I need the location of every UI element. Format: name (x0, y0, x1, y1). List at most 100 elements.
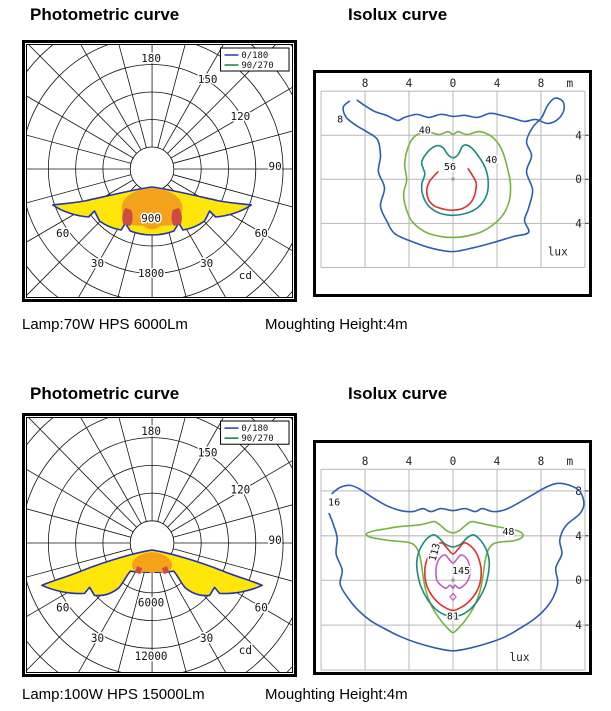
isolux-contours (342, 97, 566, 253)
lamp-caption-2: Lamp:100W HPS 15000Lm (22, 686, 205, 703)
y-tick: 8 (575, 485, 582, 498)
isolux-contours (328, 482, 585, 652)
legend-label-90-270: 90/270 (241, 61, 273, 71)
unit-label-lux: lux (509, 651, 529, 664)
angle-label-30-left: 30 (91, 257, 104, 270)
y-tick: 4 (575, 530, 582, 543)
photometric-chart-2-frame: 180 150 120 90 60 60 30 30 6000 12000 cd… (26, 417, 293, 673)
radial-label-outer: 12000 (135, 650, 168, 663)
contour-label-blue: 8 (337, 114, 343, 125)
y-tick: 4 (575, 217, 582, 230)
polar-grid (27, 418, 292, 672)
angle-label-30-right: 30 (200, 632, 213, 645)
x-tick: 8 (538, 455, 545, 468)
intensity-hotspot-right (161, 566, 169, 575)
intensity-hotspot-right (171, 208, 182, 226)
isolux-svg-2: 8 4 0 4 8 m 8 4 0 4 lux 16 48 81 1 (320, 455, 589, 671)
legend: 0/180 90/270 (220, 47, 290, 72)
intensity-distribution (52, 186, 253, 236)
contour-label-teal: 81 (447, 612, 459, 623)
mounting-caption-1: Moughting Height:4m (265, 316, 408, 333)
contour-label-green-b: 40 (485, 155, 497, 166)
isolux-contour-labels: 8 40 40 56 (336, 113, 499, 174)
angle-label-150: 150 (198, 446, 218, 459)
intensity-core (121, 188, 183, 230)
polar-angle-labels: 180 150 120 90 60 60 30 30 900 1800 cd (55, 50, 284, 283)
y-tick: 4 (575, 619, 582, 632)
y-tick: 0 (575, 574, 582, 587)
contour-label-red: 56 (444, 162, 456, 173)
unit-label-cd: cd (239, 269, 252, 282)
radial-label-inner: 900 (141, 212, 161, 225)
angle-label-180: 180 (141, 425, 161, 438)
inner-contour-marker (449, 592, 457, 602)
angle-label-90: 90 (269, 160, 282, 173)
angle-label-30-left: 30 (91, 632, 104, 645)
polar-angle-labels: 180 150 120 90 60 60 30 30 6000 12000 cd (55, 424, 284, 665)
angle-label-60-right: 60 (255, 601, 268, 614)
contour-label-magenta: 145 (452, 566, 470, 577)
x-unit-label: m (567, 455, 574, 468)
x-tick: 8 (362, 77, 369, 90)
isolux-x-ticks: 8 4 0 4 8 m (362, 455, 574, 468)
isolux-y-ticks: 4 0 4 lux (548, 130, 583, 259)
angle-label-60-left: 60 (56, 227, 69, 240)
contour-label-green: 48 (502, 527, 514, 538)
y-tick: 0 (575, 173, 582, 186)
isolux-title-2: Isolux curve (348, 384, 448, 403)
intensity-distribution (41, 549, 264, 597)
x-tick: 4 (494, 455, 501, 468)
radial-label-inner: 6000 (138, 596, 164, 609)
contour-label-green-a: 40 (419, 126, 431, 137)
lamp-caption-1: Lamp:70W HPS 6000Lm (22, 316, 188, 333)
luminaire-position-marker (451, 578, 455, 582)
mounting-caption-2: Moughting Height:4m (265, 686, 408, 703)
x-tick: 0 (450, 455, 457, 468)
isolux-x-ticks: 8 4 0 4 8 m (362, 77, 574, 90)
contour-label-blue: 16 (328, 498, 340, 509)
legend-label-90-270: 90/270 (241, 434, 273, 444)
angle-label-60-right: 60 (255, 227, 268, 240)
luminaire-position-marker (451, 177, 455, 181)
angle-label-60-left: 60 (56, 601, 69, 614)
x-tick: 8 (538, 77, 545, 90)
unit-label-cd: cd (239, 644, 252, 657)
y-tick: 4 (575, 130, 582, 143)
angle-label-150: 150 (198, 73, 218, 86)
contour-label-red: 113 (428, 542, 443, 562)
photometric-chart-2: 180 150 120 90 60 60 30 30 6000 12000 cd… (22, 413, 297, 677)
isolux-grid (320, 90, 589, 268)
radial-label-outer: 1800 (138, 267, 164, 280)
isolux-chart-2: 8 4 0 4 8 m 8 4 0 4 lux 16 48 81 1 (313, 440, 592, 675)
legend-label-0-180: 0/180 (241, 51, 268, 61)
isolux-chart-1: 8 4 0 4 8 m 4 0 4 lux 8 40 40 56 (313, 70, 592, 297)
photometric-chart-1: 180 150 120 90 60 60 30 30 900 1800 cd 0… (22, 40, 297, 302)
isolux-svg-1: 8 4 0 4 8 m 4 0 4 lux 8 40 40 56 (320, 77, 589, 268)
polar-grid (27, 45, 292, 297)
photometric-svg-2: 180 150 120 90 60 60 30 30 6000 12000 cd… (27, 418, 292, 672)
x-tick: 4 (406, 455, 413, 468)
legend: 0/180 90/270 (220, 420, 290, 445)
isolux-y-ticks: 8 4 0 4 lux (509, 485, 582, 664)
angle-label-120: 120 (231, 484, 251, 497)
photometric-svg-1: 180 150 120 90 60 60 30 30 900 1800 cd 0… (27, 45, 292, 297)
intensity-hotspot-left (122, 208, 133, 226)
x-unit-label: m (567, 77, 574, 90)
x-tick: 0 (450, 77, 457, 90)
intensity-hotspot-left (135, 566, 143, 575)
angle-label-90: 90 (269, 534, 282, 547)
x-tick: 8 (362, 455, 369, 468)
angle-label-30-right: 30 (200, 257, 213, 270)
photometric-title-1: Photometric curve (30, 5, 180, 24)
unit-label-lux: lux (548, 246, 568, 259)
isolux-contour-labels: 16 48 81 113 145 (327, 496, 516, 624)
photometric-title-2: Photometric curve (30, 384, 180, 403)
angle-label-180: 180 (141, 52, 161, 65)
x-tick: 4 (406, 77, 413, 90)
intensity-core (132, 552, 173, 573)
legend-label-0-180: 0/180 (241, 424, 268, 434)
angle-label-120: 120 (231, 110, 251, 123)
isolux-title-1: Isolux curve (348, 5, 448, 24)
photometric-chart-1-frame: 180 150 120 90 60 60 30 30 900 1800 cd 0… (26, 44, 293, 298)
